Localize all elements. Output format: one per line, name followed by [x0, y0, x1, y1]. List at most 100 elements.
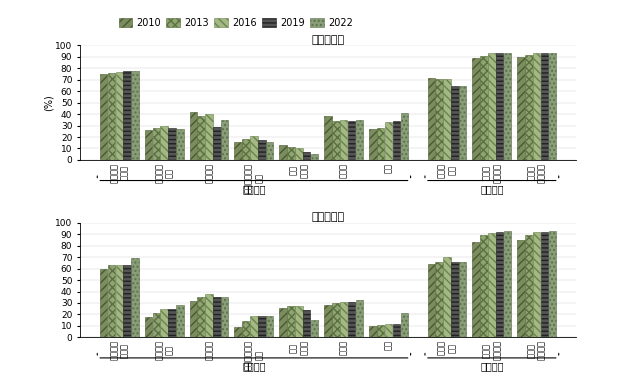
Bar — [198, 116, 205, 160]
Text: 社会関係: 社会関係 — [480, 361, 504, 371]
Title: 後期高齢者: 後期高齢者 — [312, 212, 344, 222]
Bar — [100, 269, 108, 337]
Bar — [435, 79, 443, 160]
Bar — [176, 305, 184, 337]
Bar — [295, 149, 303, 160]
Bar — [116, 72, 123, 160]
Bar — [340, 302, 348, 337]
Bar — [234, 142, 242, 160]
Bar — [428, 264, 435, 337]
Bar — [124, 265, 131, 337]
Bar — [189, 112, 197, 160]
Bar — [496, 53, 504, 160]
Bar — [250, 316, 258, 337]
Bar — [258, 141, 266, 160]
Bar — [258, 316, 266, 337]
Bar — [488, 233, 495, 337]
Bar — [205, 114, 212, 160]
Bar — [332, 121, 340, 160]
Bar — [250, 136, 258, 160]
Bar — [243, 321, 250, 337]
Text: 社会参加: 社会参加 — [242, 184, 266, 194]
Bar — [145, 317, 152, 337]
Bar — [472, 58, 480, 160]
Bar — [243, 139, 250, 160]
Bar — [168, 128, 176, 160]
Bar — [161, 125, 168, 160]
Bar — [369, 129, 376, 160]
Bar — [377, 325, 385, 337]
Bar — [205, 294, 212, 337]
Bar — [444, 79, 451, 160]
Bar — [168, 309, 176, 337]
Bar — [533, 53, 540, 160]
Bar — [541, 53, 548, 160]
Bar — [266, 316, 273, 337]
Bar — [401, 113, 408, 160]
Bar — [116, 265, 123, 337]
Bar — [198, 297, 205, 337]
Bar — [287, 147, 294, 160]
Bar — [480, 56, 488, 160]
Bar — [385, 324, 392, 337]
Bar — [385, 122, 392, 160]
Bar — [369, 326, 376, 337]
Bar — [108, 265, 115, 337]
Bar — [525, 55, 532, 160]
Bar — [504, 53, 511, 160]
Bar — [303, 310, 310, 337]
Bar — [152, 128, 160, 160]
Bar — [189, 301, 197, 337]
Bar — [356, 120, 363, 160]
Bar — [124, 70, 131, 160]
Bar — [533, 232, 540, 337]
Bar — [161, 309, 168, 337]
Bar — [393, 324, 400, 337]
Bar — [176, 129, 184, 160]
Bar — [152, 313, 160, 337]
Bar — [451, 262, 458, 337]
Bar — [221, 297, 228, 337]
Bar — [287, 306, 294, 337]
Bar — [548, 53, 556, 160]
Bar — [548, 231, 556, 337]
Bar — [311, 320, 318, 337]
Bar — [280, 145, 287, 160]
Bar — [459, 262, 467, 337]
Bar — [295, 306, 303, 337]
Bar — [488, 53, 495, 160]
Bar — [266, 142, 273, 160]
Bar — [480, 235, 488, 337]
Bar — [303, 152, 310, 160]
Bar — [131, 258, 139, 337]
Bar — [401, 313, 408, 337]
Bar — [356, 299, 363, 337]
Bar — [332, 303, 340, 337]
Bar — [324, 116, 332, 160]
Bar — [131, 70, 139, 160]
Bar — [311, 154, 318, 160]
Bar — [451, 86, 458, 160]
Y-axis label: (%): (%) — [44, 94, 54, 111]
Bar — [340, 120, 348, 160]
Bar — [348, 121, 355, 160]
Bar — [348, 302, 355, 337]
Bar — [213, 297, 221, 337]
Bar — [324, 305, 332, 337]
Text: 社会参加: 社会参加 — [242, 361, 266, 371]
Bar — [377, 128, 385, 160]
Bar — [393, 121, 400, 160]
Bar — [517, 240, 525, 337]
Bar — [221, 120, 228, 160]
Bar — [472, 242, 480, 337]
Bar — [100, 74, 108, 160]
Bar — [145, 130, 152, 160]
Bar — [213, 127, 221, 160]
Bar — [496, 232, 504, 337]
Bar — [108, 73, 115, 160]
Bar — [280, 307, 287, 337]
Bar — [444, 257, 451, 337]
Bar — [541, 232, 548, 337]
Text: 社会関係: 社会関係 — [480, 184, 504, 194]
Title: 前期高齢者: 前期高齢者 — [312, 35, 344, 45]
